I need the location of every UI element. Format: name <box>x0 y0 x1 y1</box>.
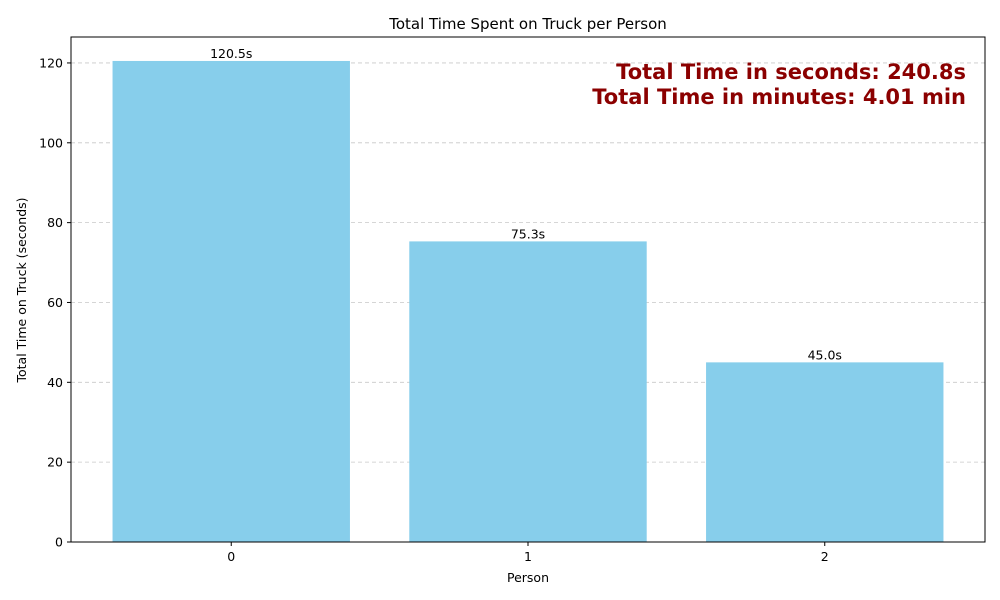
bar-value-label: 120.5s <box>210 46 252 61</box>
bar-value-label: 45.0s <box>808 347 842 362</box>
x-tick-label: 2 <box>821 549 829 564</box>
y-axis-label: Total Time on Truck (seconds) <box>14 197 29 383</box>
y-tick-label: 20 <box>47 455 63 470</box>
bar <box>112 60 350 542</box>
x-tick-label: 0 <box>227 549 235 564</box>
y-tick-label: 100 <box>39 135 63 150</box>
bar-series <box>112 60 944 542</box>
y-axis-ticks: 0 20 40 60 80 100 120 <box>39 55 71 550</box>
chart-title: Total Time Spent on Truck per Person <box>388 15 667 33</box>
total-minutes-annotation: Total Time in minutes: 4.01 min <box>592 85 966 109</box>
y-tick-label: 0 <box>55 535 63 550</box>
bar-data-labels: 120.5s 75.3s 45.0s <box>210 46 842 362</box>
total-seconds-annotation: Total Time in seconds: 240.8s <box>616 60 966 84</box>
x-axis-ticks: 0 1 2 <box>227 542 829 564</box>
y-tick-label: 60 <box>47 295 63 310</box>
bar <box>409 241 647 542</box>
y-tick-label: 80 <box>47 215 63 230</box>
y-tick-label: 120 <box>39 55 63 70</box>
x-axis-label: Person <box>507 570 549 585</box>
x-tick-label: 1 <box>524 549 532 564</box>
bar <box>706 362 944 542</box>
bar-value-label: 75.3s <box>511 226 545 241</box>
y-tick-label: 40 <box>47 375 63 390</box>
